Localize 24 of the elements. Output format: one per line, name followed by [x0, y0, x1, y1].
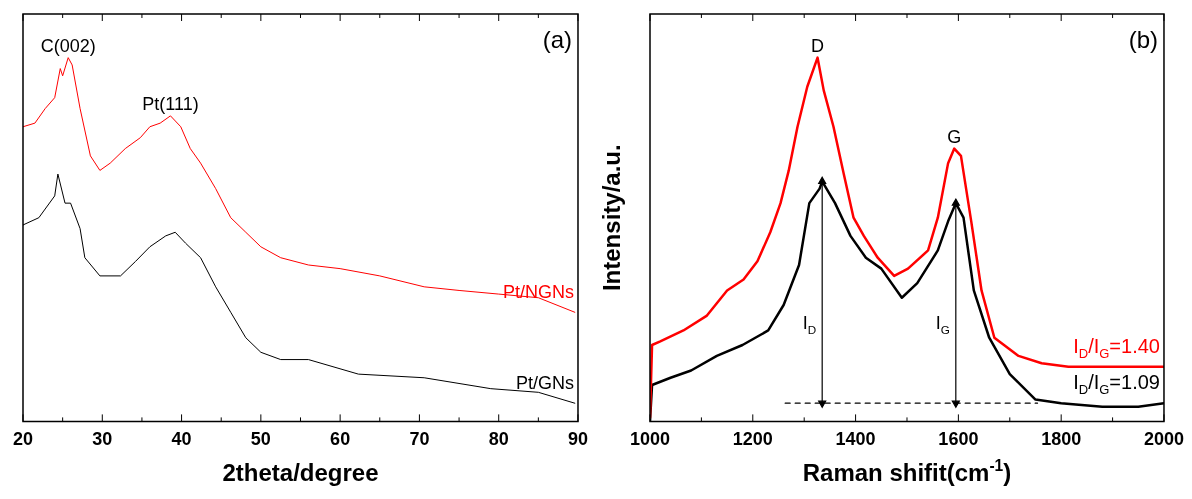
x-tick-label: 1600 [938, 429, 979, 450]
x-tick-label: 40 [171, 429, 192, 450]
y-axis-title: Intensity/a.u. [598, 144, 625, 292]
x-tick-label: 1400 [835, 429, 876, 450]
annotation: G [947, 126, 962, 147]
annotation: D [811, 35, 825, 56]
series-label: Pt/GNs [515, 373, 574, 394]
x-tick-label: 1200 [732, 429, 773, 450]
annotation: Pt(111) [142, 93, 199, 114]
x-tick-label: 60 [330, 429, 351, 450]
x-tick-label: 50 [250, 429, 271, 450]
x-tick-label: 20 [12, 429, 34, 450]
annotation: C(002) [40, 35, 96, 56]
x-tick-label: 70 [409, 429, 430, 450]
text: (b) [1128, 26, 1158, 53]
x-tick-label: 1000 [629, 429, 671, 450]
x-tick-label: 1800 [1041, 429, 1082, 450]
x-tick-label: 80 [488, 429, 509, 450]
x-tick-label: 30 [92, 429, 113, 450]
x-tick-label: 2000 [1143, 429, 1184, 450]
x-axis-title: 2theta/degree [222, 459, 379, 487]
text: (a) [542, 26, 572, 53]
x-tick-label: 90 [567, 429, 588, 450]
series-label: Pt/NGNs [502, 282, 574, 303]
